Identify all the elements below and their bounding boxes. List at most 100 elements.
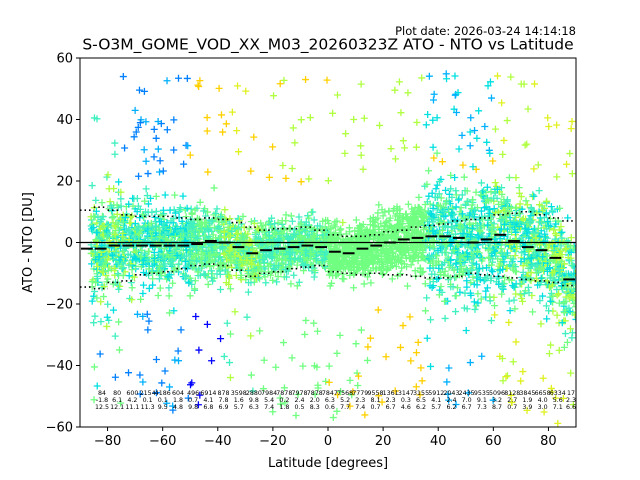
data-point [256,262,264,270]
data-point [483,264,491,272]
data-point [526,242,534,250]
data-point [452,260,460,268]
data-point [378,270,386,278]
data-point [309,237,317,245]
data-point [329,109,337,117]
data-point [521,224,529,232]
data-point [212,243,220,251]
data-point [125,227,133,235]
data-point [566,150,574,158]
data-point [161,191,169,199]
data-point [342,130,350,138]
data-point [133,310,141,318]
data-point [385,222,393,230]
data-point [266,220,274,228]
data-point [188,262,196,270]
data-point [396,247,404,255]
data-point [527,203,535,211]
data-point [254,274,262,282]
data-point [92,256,100,264]
data-point [471,127,479,135]
data-point [374,209,382,217]
data-point [438,288,446,296]
data-point [330,221,338,229]
data-point [171,225,179,233]
data-point [136,214,144,222]
data-point [547,384,555,392]
data-point [422,121,430,129]
data-point [499,377,507,385]
data-point [509,255,517,263]
data-point [260,227,268,235]
data-point [349,388,357,396]
data-point [120,247,128,255]
data-point [265,219,273,227]
data-point [134,123,142,131]
data-point [247,218,255,226]
data-point [390,223,398,231]
data-point [350,257,358,265]
data-point [427,210,435,218]
data-point [194,401,202,409]
data-point [548,207,556,215]
data-point [399,322,407,330]
data-point [498,216,506,224]
data-point [523,140,531,148]
data-point [163,399,171,407]
data-point [125,272,133,280]
data-point [545,350,553,358]
data-point [392,252,400,260]
data-point [140,87,148,95]
data-point [145,265,153,273]
data-point [409,255,417,263]
data-point [524,105,532,113]
data-point [201,232,209,240]
data-point [382,353,390,361]
data-point [379,212,387,220]
data-point [477,191,485,199]
data-point [515,189,523,197]
data-point [549,292,557,300]
data-point [383,234,391,242]
data-point [553,286,561,294]
data-point [494,72,502,80]
data-point [489,268,497,276]
bin-stat-label: 6.3 [325,397,335,404]
bin-stat-label: 2154 [140,390,156,397]
data-point [565,304,573,312]
data-point [427,316,435,324]
y-axis: −60 −40 −20 0 20 40 60 [46,52,80,436]
data-point [93,229,101,237]
data-point [186,151,194,159]
data-point [567,234,575,242]
data-point [249,244,257,252]
bin-stat-label: 2.0 [310,397,320,404]
data-point [257,219,265,227]
data-point [302,316,310,324]
data-point [445,190,453,198]
data-point [111,222,119,230]
data-point [447,242,455,250]
data-point [128,212,136,220]
data-point [403,239,411,247]
data-point [509,358,517,366]
data-point [103,250,111,258]
data-point [506,307,514,315]
data-point [188,280,196,288]
data-point [380,263,388,271]
data-point [93,382,101,390]
data-point [371,222,379,230]
data-point [562,244,570,252]
data-point [526,264,534,272]
data-point [137,295,145,303]
data-point [177,254,185,262]
data-point [497,245,505,253]
data-point [183,229,191,237]
data-point [402,210,410,218]
data-point [433,149,441,157]
data-point [144,235,152,243]
data-point [464,253,472,261]
data-point [124,250,132,258]
data-point [194,245,202,253]
data-point [227,251,235,259]
